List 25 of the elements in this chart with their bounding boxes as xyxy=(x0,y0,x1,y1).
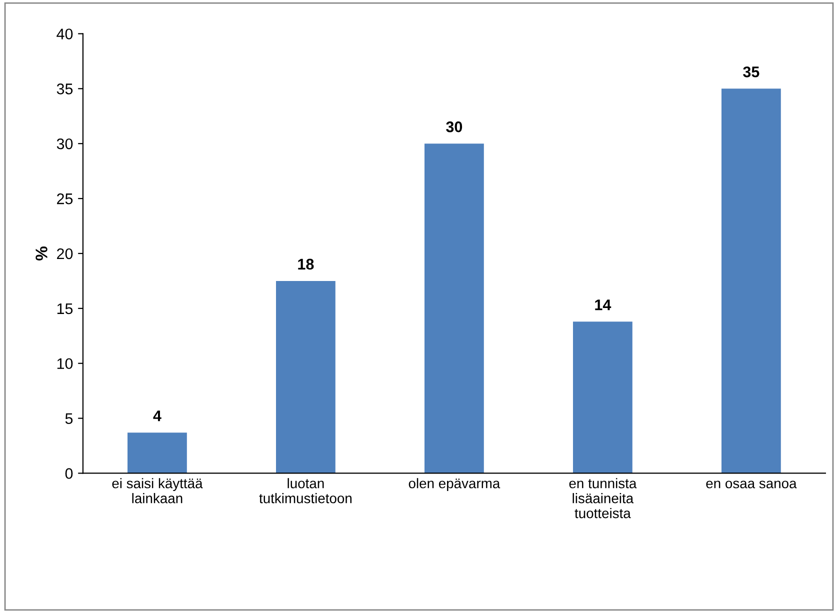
y-tick-label: 5 xyxy=(65,413,73,424)
bar xyxy=(721,88,781,474)
y-tick-label: 40 xyxy=(56,28,73,40)
bar xyxy=(128,432,187,474)
x-tick-label: en osaa sanoa xyxy=(706,480,797,488)
y-tick-label: 10 xyxy=(57,358,73,370)
bar xyxy=(572,322,632,474)
data-label: 30 xyxy=(446,121,462,132)
y-tick-label: 30 xyxy=(56,138,73,150)
x-tick-label: ei saisi käyttää lainkaan xyxy=(112,478,203,504)
y-tick-label: 20 xyxy=(57,248,73,260)
x-tick-label: olen epävarma xyxy=(408,478,500,492)
y-tick-label: 0 xyxy=(65,468,73,479)
data-label: 35 xyxy=(743,66,760,78)
x-tick-label: luotan tutkimustietoon xyxy=(259,478,352,504)
y-tick-label: 35 xyxy=(56,84,73,94)
y-axis-title: % xyxy=(36,246,48,260)
y-tick-label: 15 xyxy=(57,303,73,314)
data-label: 14 xyxy=(595,300,612,310)
x-tick-label: en tunnista lisäaineita tuotteista xyxy=(569,478,637,518)
data-label: 18 xyxy=(298,258,314,270)
data-label: 4 xyxy=(153,410,162,422)
bar xyxy=(424,144,484,474)
bar xyxy=(276,280,336,474)
y-tick-label: 25 xyxy=(57,193,73,204)
